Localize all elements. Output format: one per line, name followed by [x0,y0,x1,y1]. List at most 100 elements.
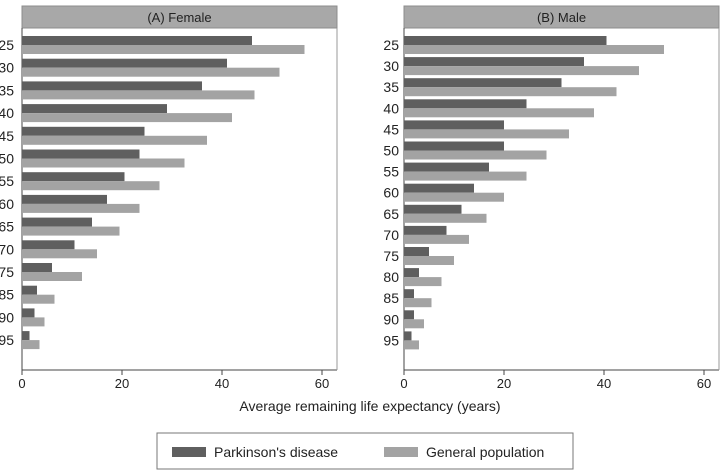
y-category-label: 30 [383,58,399,74]
parkinsons-bar [22,58,227,68]
panel-title-strip [21,5,338,29]
general-population-bar [22,90,255,100]
general-population-bar [22,294,55,304]
general-population-bar [22,249,97,259]
parkinsons-bar [404,331,412,341]
x-tick-label: 60 [697,376,711,391]
parkinsons-bar [404,141,504,151]
y-category-label: 90 [0,309,14,325]
parkinsons-bar [404,99,527,109]
general-population-bar [404,129,569,139]
parkinsons-bar [22,149,140,159]
legend-swatch-general-population [384,447,418,457]
general-population-bar [404,66,639,76]
x-tick-label: 0 [400,376,407,391]
legend-entry-label: Parkinson's disease [214,444,338,460]
y-category-label: 40 [383,100,399,116]
y-category-label: 30 [0,60,14,76]
general-population-bar [22,158,185,168]
x-axis-label: Average remaining life expectancy (years… [239,398,500,414]
y-category-label: 95 [383,332,399,348]
general-population-bar [22,135,207,145]
parkinsons-bar [404,268,419,278]
parkinsons-bar [22,81,202,91]
legend-box [156,432,574,470]
y-category-label: 60 [383,185,399,201]
y-category-label: 85 [0,287,14,303]
x-tick-label: 60 [315,376,329,391]
parkinsons-bar [22,126,145,136]
general-population-bar [22,340,40,350]
general-population-bar [404,319,424,329]
general-population-bar [404,108,594,118]
general-population-bar [404,87,617,97]
general-population-bar [404,213,487,223]
panel-title: (A) Female [147,10,211,25]
parkinsons-bar [404,162,489,172]
parkinsons-bar [22,331,30,341]
y-category-label: 35 [383,79,399,95]
y-category-label: 50 [383,143,399,159]
y-category-label: 45 [0,128,14,144]
general-population-bar [404,150,547,160]
general-population-bar [22,45,305,54]
y-category-label: 50 [0,151,14,167]
parkinsons-bar [404,120,504,130]
parkinsons-bar [404,78,562,88]
x-tick-label: 20 [115,376,129,391]
parkinsons-bar [22,172,125,182]
x-tick-label: 40 [597,376,611,391]
y-category-label: 80 [383,269,399,285]
general-population-bar [404,298,432,308]
panel-title: (B) Male [537,10,586,25]
parkinsons-bar [22,194,107,204]
x-tick-label: 20 [497,376,511,391]
y-category-label: 35 [0,82,14,98]
parkinsons-bar [22,36,252,45]
chart-panel-female: (A) Female 0 20 40 60 25 30 35 40 45 50 55 60 65 70 75 8… [0,5,338,391]
general-population-bar [404,277,442,287]
general-population-bar [404,45,664,54]
parkinsons-bar [404,204,462,214]
parkinsons-bar [22,285,37,295]
parkinsons-bar [22,263,52,272]
y-category-label: 95 [0,332,14,348]
legend-entry-label: General population [426,444,544,460]
panel-title-strip [403,5,720,29]
y-category-label: 75 [0,264,14,280]
general-population-bar [404,192,504,202]
parkinsons-bar [404,183,474,193]
parkinsons-bar [404,247,429,256]
y-category-label: 90 [383,311,399,327]
general-population-bar [22,317,45,327]
y-category-label: 55 [0,173,14,189]
chart-panel-male: (B) Male 0 20 40 60 25 30 35 40 45 50 55 60 65 70 75 80 8… [383,5,720,391]
general-population-bar [22,113,232,123]
general-population-bar [404,171,527,181]
parkinsons-bar [404,225,447,235]
y-category-label: 85 [383,290,399,306]
x-tick-label: 40 [215,376,229,391]
parkinsons-bar [404,310,414,320]
parkinsons-bar [404,289,414,299]
parkinsons-bar [22,217,92,227]
y-category-label: 25 [383,37,399,53]
general-population-bar [22,226,120,236]
parkinsons-bar [404,57,584,67]
y-category-label: 70 [0,241,14,257]
y-category-label: 25 [0,37,14,53]
general-population-bar [22,203,140,213]
parkinsons-bar [22,104,167,114]
y-category-label: 60 [0,196,14,212]
y-category-label: 65 [0,219,14,235]
general-population-bar [22,272,82,281]
general-population-bar [404,340,419,350]
y-category-label: 40 [0,105,14,121]
legend: Parkinson's disease General population [156,432,574,470]
y-category-label: 70 [383,227,399,243]
parkinsons-bar [22,240,75,250]
y-category-label: 55 [383,164,399,180]
y-category-label: 75 [383,248,399,264]
parkinsons-bar [404,36,607,45]
general-population-bar [404,234,469,244]
